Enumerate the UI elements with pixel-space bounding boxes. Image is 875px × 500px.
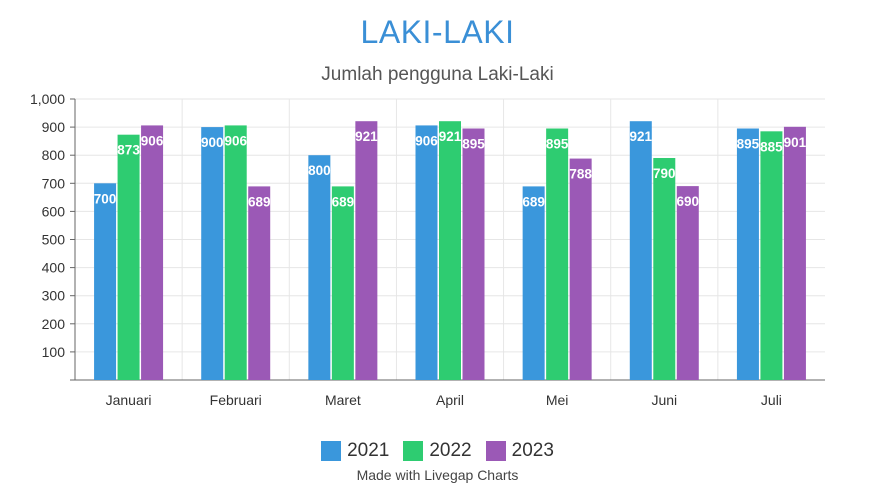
chart-title: LAKI-LAKI [360,14,515,50]
legend-item[interactable]: 2021 [321,440,389,462]
bar-value-label: 921 [630,129,653,144]
x-tick-label: Mei [546,392,569,408]
bar [546,128,569,380]
x-tick-label: Juli [761,392,782,408]
bar [117,134,140,380]
x-tick-label: April [436,392,464,408]
legend-swatch [321,441,342,461]
bar [94,183,117,380]
bar-value-label: 906 [224,133,247,148]
bar [783,126,806,380]
y-tick-label: 300 [42,288,66,304]
y-tick-label: 700 [42,175,66,191]
x-tick-label: Januari [106,392,152,408]
x-tick-label: Maret [325,392,361,408]
bar-value-label: 790 [653,166,676,181]
legend-label: 2023 [511,440,554,461]
bar-value-label: 895 [737,137,760,152]
y-tick-label: 500 [42,232,66,248]
bar-value-label: 895 [462,137,485,152]
y-tick-label: 1,000 [30,91,65,107]
bar [736,128,759,380]
bar [676,186,699,380]
bar-value-label: 906 [415,133,438,148]
bar-value-label: 689 [522,194,545,209]
credit-text: Made with Livegap Charts [356,467,519,483]
bar [355,121,378,380]
bar [224,125,247,380]
y-tick-label: 600 [42,203,66,219]
y-tick-label: 800 [42,147,66,163]
chart-subtitle: Jumlah pengguna Laki-Laki [321,64,554,85]
bar-value-label: 921 [439,129,462,144]
bar-value-label: 921 [355,129,378,144]
bar [308,155,331,380]
bar [569,158,592,380]
x-tick-label: Februari [210,392,262,408]
legend-item[interactable]: 2022 [403,440,472,462]
y-tick-label: 200 [42,316,66,332]
bar [331,186,354,380]
bar-value-label: 800 [308,163,331,178]
bar [462,128,485,380]
y-tick-label: 900 [42,119,66,135]
bar [522,186,545,380]
bar [201,127,224,380]
bar-value-label: 690 [677,194,700,209]
bar-value-label: 873 [117,143,140,158]
legend-label: 2022 [429,440,472,461]
bar [653,158,676,380]
bar [248,186,271,380]
legend-item[interactable]: 2023 [485,440,554,462]
bar [760,131,783,380]
legend-swatch [485,441,506,461]
legend-label: 2021 [347,440,390,461]
bar-value-label: 689 [332,194,355,209]
y-tick-label: 100 [42,344,66,360]
bar-value-label: 895 [546,137,569,152]
bar-value-label: 901 [784,135,807,150]
bar-value-label: 906 [141,133,164,148]
bar-value-label: 885 [760,139,783,154]
bar-value-label: 700 [94,191,117,206]
bar-value-label: 788 [569,167,592,182]
bar [415,125,438,380]
bar-value-label: 689 [248,194,271,209]
x-tick-label: Juni [651,392,677,408]
bar [141,125,164,380]
bar [439,121,461,380]
bar [629,121,652,380]
bar-value-label: 900 [201,135,224,150]
y-tick-label: 400 [42,260,66,276]
legend: 2021 2022 2023 [0,440,875,462]
legend-swatch [403,441,424,461]
